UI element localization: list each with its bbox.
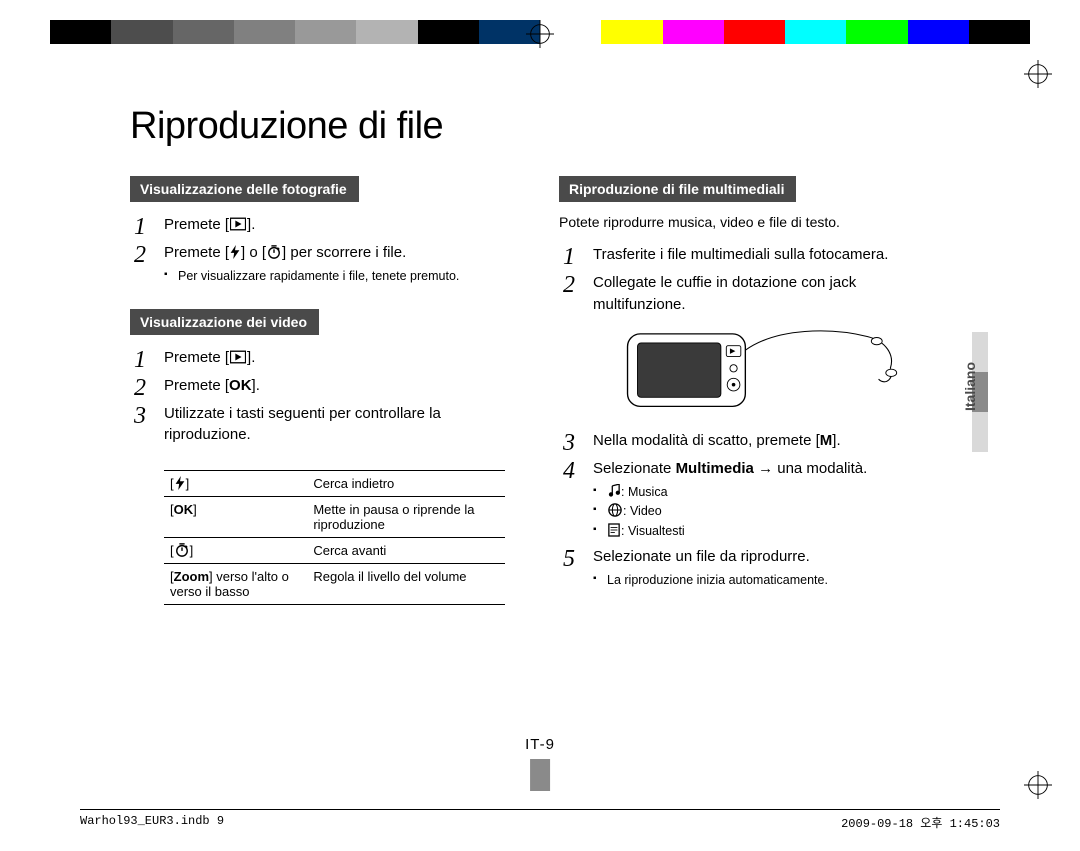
left-column: Visualizzazione delle fotografie Premete… [130,176,501,614]
substep: : Video [593,503,930,521]
substep: Per visualizzare rapidamente i file, ten… [164,268,501,286]
step: Nella modalità di scatto, premete [M]. [559,430,930,452]
footer-left: Warhol93_EUR3.indb 9 [80,814,224,831]
step: Premete [OK]. [130,375,501,397]
step: Premete []. [130,214,501,236]
side-language-tab: Italiano [962,332,998,411]
step: Utilizzate i tasti seguenti per controll… [130,403,501,447]
steps-multimedia: Trasferite i file multimediali sulla fot… [559,244,930,590]
footer-right: 2009-09-18 오후 1:45:03 [841,814,1000,831]
substep: La riproduzione inizia automaticamente. [593,572,930,590]
table-row: [OK]Mette in pausa o riprende la riprodu… [164,497,505,538]
page-title: Riproduzione di file [130,105,930,148]
page-number-block: IT-9 [525,736,555,791]
multimedia-intro: Potete riprodurre musica, video e file d… [559,214,930,230]
table-row: [Zoom] verso l'alto o verso il bassoRego… [164,564,505,605]
registration-mark-top [526,20,554,48]
step: Selezionate Multimedia → una modalità.: … [559,458,930,540]
section-head-photos: Visualizzazione delle fotografie [130,176,359,202]
registration-mark-right-top [1024,60,1052,88]
step: Premete []. [130,347,501,369]
steps-videos: Premete []. Premete [OK]. Utilizzate i tas… [130,347,501,446]
steps-photos: Premete []. Premete [] o [] per scorrere … [130,214,501,285]
section-head-multimedia: Riproduzione di file multimediali [559,176,796,202]
side-language-label: Italiano [962,362,978,411]
video-controls-table: []Cerca indietro[OK]Mette in pausa o rip… [164,470,505,605]
step: Premete [] o [] per scorrere i file.Per … [130,242,501,285]
step: Collegate le cuffie in dotazione con jac… [559,272,930,419]
substep: : Visualtesti [593,523,930,541]
right-column: Riproduzione di file multimediali Potete… [559,176,930,614]
step: Trasferite i file multimediali sulla fot… [559,244,930,266]
substep: : Musica [593,484,930,502]
section-head-videos: Visualizzazione dei video [130,309,319,335]
camera-headphones-figure [623,323,913,414]
table-row: []Cerca indietro [164,471,505,497]
table-row: []Cerca avanti [164,538,505,564]
page-number: IT-9 [525,736,555,753]
step: Selezionate un file da riprodurre.La rip… [559,546,930,589]
page-number-bar [530,759,550,791]
print-footer: Warhol93_EUR3.indb 9 2009-09-18 오후 1:45:… [80,809,1000,831]
registration-mark-right-bottom [1024,771,1052,799]
page-content: Riproduzione di file Visualizzazione del… [130,105,930,614]
